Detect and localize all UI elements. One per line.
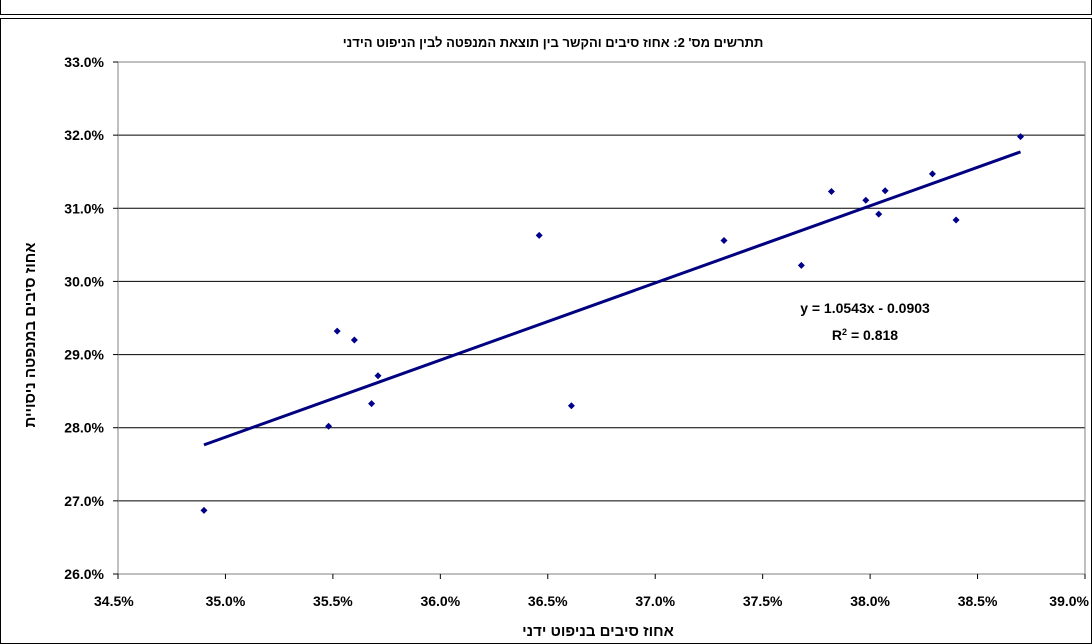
data-point bbox=[350, 336, 358, 344]
trendline-group bbox=[203, 150, 1022, 447]
y-axis-title: אחוז סיבים במנפטה ניסויית bbox=[22, 243, 39, 428]
data-point bbox=[325, 422, 333, 430]
y-tick-label: 30.0% bbox=[64, 273, 104, 289]
data-point bbox=[952, 216, 960, 224]
data-point bbox=[862, 196, 870, 204]
top-strip bbox=[0, 0, 1092, 15]
y-tick-label: 29.0% bbox=[64, 347, 104, 363]
x-tick-label: 37.0% bbox=[635, 593, 675, 609]
trendline-r-squared: R2 = 0.818 bbox=[832, 327, 898, 343]
x-tick-label: 38.0% bbox=[850, 593, 890, 609]
scatter-chart: 26.0% 27.0% 28.0% 29.0% 30.0% 31.0% 32.0% 33.0%… bbox=[22, 35, 1090, 640]
data-points bbox=[200, 133, 1025, 514]
data-point bbox=[535, 231, 543, 239]
x-tick-label: 38.5% bbox=[958, 593, 998, 609]
y-tick-label: 28.0% bbox=[64, 420, 104, 436]
chart-title: תתרשים מס' 2: אחוז סיבים והקשר בין תוצאת… bbox=[343, 35, 764, 50]
trendline-equation: y = 1.0543x - 0.0903 bbox=[800, 300, 930, 316]
trendline bbox=[203, 150, 1022, 447]
gridlines bbox=[118, 61, 1085, 575]
y-tick-label: 32.0% bbox=[64, 127, 104, 143]
x-axis-title: אחוז סיבים בניפוט ידני bbox=[522, 623, 674, 640]
data-point bbox=[881, 187, 889, 195]
y-tick-label: 31.0% bbox=[64, 200, 104, 216]
data-point bbox=[333, 327, 341, 335]
x-axis-ticks: 34.5% 35.0% 35.5% 36.0% 36.5% 37.0% 37.5% 38.0%… bbox=[94, 574, 1090, 609]
x-tick-label: 35.0% bbox=[206, 593, 246, 609]
r2-label: R bbox=[832, 327, 842, 343]
r2-superscript: 2 bbox=[842, 327, 847, 337]
chart-frame: 26.0% 27.0% 28.0% 29.0% 30.0% 31.0% 32.0% 33.0%… bbox=[0, 18, 1092, 644]
data-point bbox=[928, 170, 936, 178]
x-tick-label: 37.5% bbox=[743, 593, 783, 609]
data-point bbox=[1017, 133, 1025, 141]
y-axis-ticks: 26.0% 27.0% 28.0% 29.0% 30.0% 31.0% 32.0% 33.0% bbox=[64, 54, 118, 582]
data-point bbox=[797, 261, 805, 269]
y-tick-label: 26.0% bbox=[64, 566, 104, 582]
x-tick-label: 39.0% bbox=[1049, 593, 1089, 609]
y-tick-label: 27.0% bbox=[64, 493, 104, 509]
data-point bbox=[720, 236, 728, 244]
plot-area bbox=[117, 61, 1086, 575]
x-tick-label: 34.5% bbox=[94, 593, 134, 609]
y-tick-label: 33.0% bbox=[64, 54, 104, 70]
r2-value: = 0.818 bbox=[847, 327, 898, 343]
data-point bbox=[827, 187, 835, 195]
data-point bbox=[374, 372, 382, 380]
data-point bbox=[200, 506, 208, 514]
x-tick-label: 36.5% bbox=[528, 593, 568, 609]
data-point bbox=[368, 400, 376, 408]
x-tick-label: 36.0% bbox=[420, 593, 460, 609]
data-point bbox=[875, 210, 883, 218]
x-tick-label: 35.5% bbox=[313, 593, 353, 609]
data-point bbox=[567, 402, 575, 410]
